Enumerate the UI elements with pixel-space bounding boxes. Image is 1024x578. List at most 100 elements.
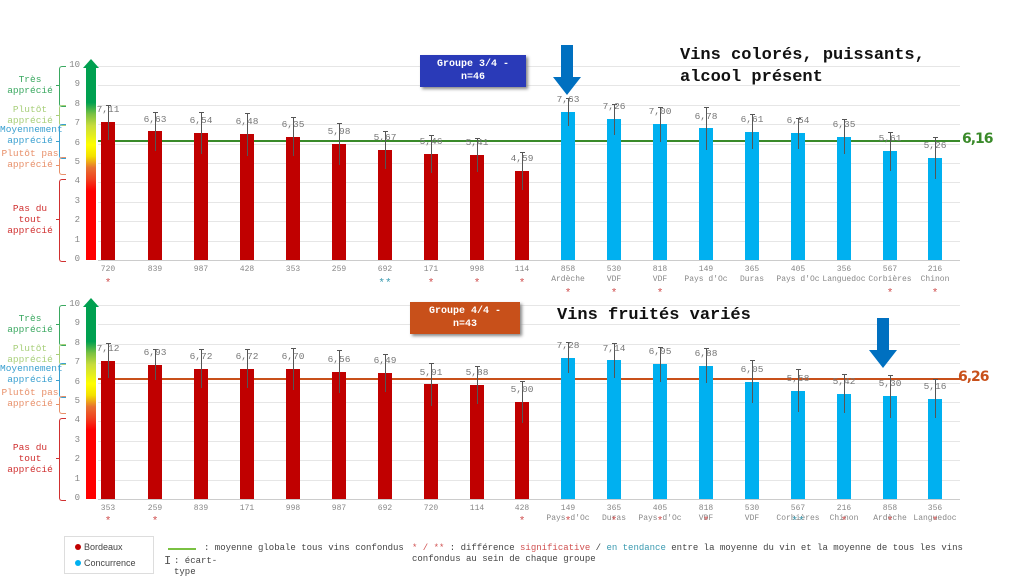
bar-428[interactable] (515, 402, 529, 499)
bar-114[interactable] (470, 384, 484, 499)
bar-353[interactable] (101, 360, 115, 499)
bar-858[interactable] (561, 111, 575, 260)
bar-114[interactable] (515, 170, 529, 260)
bar-839[interactable] (194, 368, 208, 499)
value-label: 6,61 (740, 113, 764, 125)
gridline (98, 240, 960, 242)
error-cap (888, 131, 893, 133)
bar-567[interactable] (791, 390, 805, 499)
bar-259[interactable] (332, 143, 346, 260)
bar-356[interactable] (837, 136, 851, 260)
group-label-box: Groupe 3/4 - n=46 (420, 55, 526, 87)
significance-star: * (886, 516, 894, 528)
value-label: 5,16 (923, 381, 947, 393)
error-cap (933, 379, 938, 381)
bar-818[interactable] (653, 124, 667, 260)
y-tick: 5 (74, 396, 80, 406)
category-region: Pays d'Oc (684, 275, 728, 284)
category-code: 987 (331, 504, 347, 513)
liking-gradient-scale (86, 307, 96, 499)
bar-353[interactable] (286, 136, 300, 260)
error-bar (247, 349, 248, 389)
significance-star: * (931, 288, 939, 300)
error-bar (752, 114, 753, 150)
bar-720[interactable] (101, 122, 115, 260)
error-bar (752, 360, 753, 403)
gridline (98, 124, 960, 126)
bar-530[interactable] (607, 119, 621, 260)
bar-259[interactable] (148, 364, 162, 499)
category-code: 114 (469, 504, 485, 513)
bar-998[interactable] (470, 155, 484, 260)
bar-171[interactable] (240, 368, 254, 499)
bar-216[interactable] (928, 157, 942, 260)
y-tick: 0 (74, 493, 80, 503)
bar-365[interactable] (745, 131, 759, 260)
category-code: 259 (331, 265, 347, 274)
significance-star: * (840, 516, 848, 528)
error-bar (522, 151, 523, 191)
significance-star: * (656, 288, 664, 300)
brace-tick (56, 458, 60, 460)
bar-998[interactable] (286, 369, 300, 499)
error-cap (658, 106, 663, 108)
category-region: Pays d'Oc (546, 514, 590, 523)
bar-356[interactable] (928, 398, 942, 499)
category-region: Chinon (920, 275, 950, 284)
bar-216[interactable] (837, 393, 851, 499)
bar-405[interactable] (791, 133, 805, 260)
error-cap (933, 136, 938, 138)
y-tick: 1 (74, 473, 80, 484)
bar-149[interactable] (561, 357, 575, 499)
category-code: 818 (652, 265, 668, 274)
y-tick: 4 (74, 415, 80, 426)
bar-818[interactable] (699, 365, 713, 499)
bar-567[interactable] (883, 151, 897, 260)
group-n: n=46 (460, 72, 485, 83)
category-code: 365 (606, 504, 622, 513)
bar-405[interactable] (653, 364, 667, 499)
y-tick: 8 (74, 98, 80, 109)
bar-365[interactable] (607, 360, 621, 499)
y-tick: 10 (69, 299, 80, 309)
category-code: 998 (285, 504, 301, 513)
significance-star: * (702, 516, 710, 528)
concurrence-dot-icon (75, 560, 81, 566)
category-region: Ardèche (551, 275, 585, 284)
error-bar (614, 343, 615, 378)
value-label: 6,70 (281, 351, 305, 363)
bar-171[interactable] (424, 154, 438, 260)
bar-530[interactable] (745, 381, 759, 499)
bar-839[interactable] (148, 131, 162, 260)
bar-428[interactable] (240, 134, 254, 260)
error-cap (291, 347, 296, 349)
value-label: 6,49 (373, 355, 397, 367)
bar-692[interactable] (378, 373, 392, 499)
bar-987[interactable] (332, 371, 346, 499)
category-code: 356 (927, 504, 943, 513)
category-code: 692 (377, 504, 393, 513)
bar-149[interactable] (699, 128, 713, 260)
error-cap (383, 130, 388, 132)
error-cap (704, 107, 709, 109)
category-code: 405 (790, 265, 806, 274)
significance-star: * (473, 278, 481, 290)
error-bar (201, 111, 202, 155)
bar-720[interactable] (424, 384, 438, 499)
bar-858[interactable] (883, 396, 897, 499)
significance-star: * (610, 288, 618, 300)
group-label: Groupe 4/4 - (428, 306, 501, 317)
category-code: 692 (377, 265, 393, 274)
category-region: Duras (601, 514, 626, 523)
category-code: 839 (193, 504, 209, 513)
error-bar (798, 369, 799, 413)
error-cap (199, 111, 204, 113)
category-region: Pays d'Oc (776, 275, 820, 284)
category-code: 987 (193, 265, 209, 274)
value-label: 6,78 (694, 110, 718, 122)
bar-987[interactable] (194, 133, 208, 260)
category-region: VDF (652, 275, 668, 284)
bar-692[interactable] (378, 150, 392, 260)
significance-star: * (564, 516, 572, 528)
y-tick: 2 (74, 215, 80, 226)
